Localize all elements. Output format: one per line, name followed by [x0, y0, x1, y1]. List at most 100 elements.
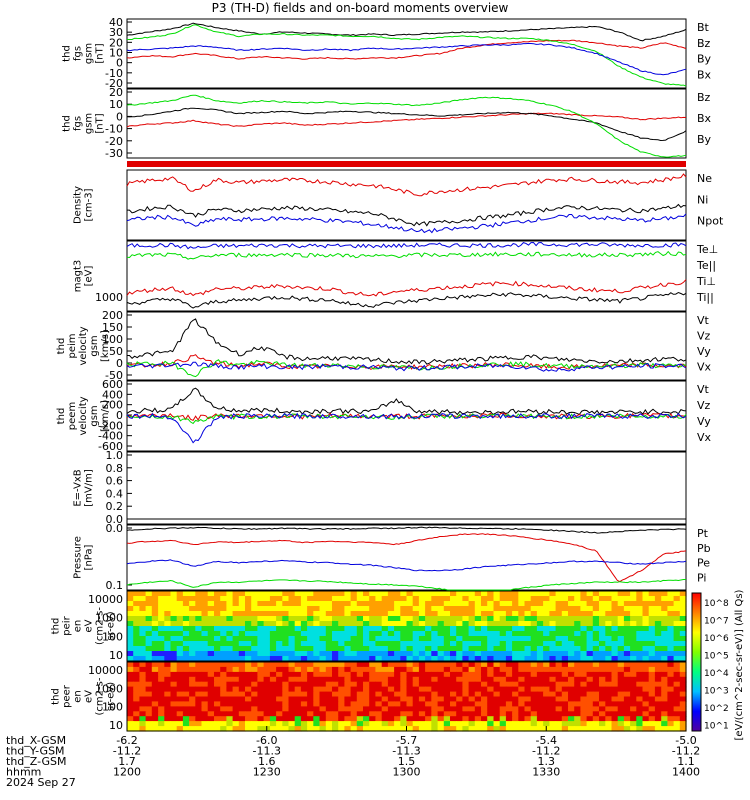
heatmap-cell — [269, 711, 277, 717]
heatmap-cell — [294, 726, 302, 732]
heatmap-cell — [350, 641, 358, 647]
heatmap-cell — [443, 611, 451, 617]
heatmap-cell — [512, 606, 519, 612]
heatmap-cell — [555, 651, 563, 657]
heatmap-cell — [276, 681, 283, 688]
heatmap-cell — [313, 631, 321, 637]
heatmap-cell — [151, 641, 159, 647]
heatmap-cell — [574, 671, 581, 678]
heatmap-cell — [505, 706, 513, 712]
heatmap-cell — [599, 626, 606, 632]
series-line-Bx — [126, 107, 687, 142]
heatmap-cell — [207, 726, 215, 732]
heatmap-cell — [338, 656, 345, 662]
heatmap-cell — [369, 591, 376, 597]
heatmap-cell — [245, 691, 252, 698]
heatmap-cell — [332, 591, 339, 597]
heatmap-cell — [679, 636, 687, 642]
heatmap-cell — [276, 606, 283, 612]
heatmap-cell — [605, 656, 613, 662]
heatmap-cell — [133, 651, 140, 657]
heatmap-cell — [170, 671, 178, 678]
heatmap-cell — [630, 662, 637, 668]
heatmap-cell — [400, 662, 408, 668]
heatmap-cell — [313, 601, 321, 607]
heatmap-cell — [623, 591, 631, 597]
ytick-label: -400 — [98, 430, 123, 443]
heatmap-cell — [555, 671, 563, 678]
heatmap-cell — [648, 601, 656, 607]
heatmap-cell — [456, 696, 463, 702]
heatmap-cell — [574, 606, 581, 612]
heatmap-cell — [151, 631, 159, 637]
heatmap-cell — [363, 616, 370, 622]
heatmap-cell — [269, 611, 277, 617]
heatmap-cell — [313, 716, 321, 722]
heatmap-cell — [201, 631, 209, 637]
heatmap-cell — [375, 651, 383, 657]
heatmap-cell — [214, 651, 221, 657]
heatmap-cell — [679, 611, 687, 617]
heatmap-cell — [127, 671, 134, 678]
heatmap-cell — [549, 601, 557, 607]
heatmap-cell — [474, 601, 482, 607]
heatmap-cell — [648, 701, 656, 707]
xaxis-row-label: hhmm — [6, 766, 41, 779]
heatmap-cell — [568, 656, 575, 662]
heatmap-cell — [505, 691, 513, 698]
heatmap-cell — [319, 716, 327, 722]
heatmap-cell — [151, 626, 159, 632]
heatmap-cell — [164, 671, 172, 678]
heatmap-cell — [226, 656, 234, 662]
heatmap-cell — [294, 691, 302, 698]
heatmap-cell — [580, 696, 588, 702]
heatmap-cell — [195, 701, 203, 707]
heatmap-cell — [294, 706, 302, 712]
heatmap-cell — [667, 691, 675, 698]
heatmap-cell — [599, 701, 606, 707]
heatmap-cell — [437, 651, 445, 657]
heatmap-cell — [300, 616, 308, 622]
heatmap-cell — [524, 662, 532, 668]
heatmap-cell — [195, 646, 203, 652]
series-line-Bz — [126, 39, 687, 60]
heatmap-cell — [406, 616, 414, 622]
heatmap-cell — [592, 671, 600, 678]
heatmap-cell — [300, 601, 308, 607]
heatmap-cell — [151, 686, 159, 693]
heatmap-cell — [561, 726, 569, 732]
heatmap-cell — [158, 636, 165, 642]
heatmap-cell — [356, 662, 364, 668]
heatmap-cell — [418, 601, 426, 607]
heatmap-cell — [300, 721, 308, 727]
heatmap-cell — [648, 616, 656, 622]
separator-bar — [127, 161, 686, 167]
heatmap-cell — [592, 596, 600, 602]
heatmap-cell — [182, 646, 190, 652]
heatmap-cell — [679, 701, 687, 707]
heatmap-cell — [481, 611, 488, 617]
heatmap-cell — [363, 676, 370, 683]
heatmap-cell — [505, 596, 513, 602]
heatmap-cell — [406, 691, 414, 698]
heatmap-cell — [133, 631, 140, 637]
heatmap-cell — [257, 606, 265, 612]
heatmap-cell — [127, 611, 134, 617]
heatmap-cell — [592, 626, 600, 632]
heatmap-cell — [456, 656, 463, 662]
heatmap-cell — [481, 626, 488, 632]
heatmap-cell — [387, 606, 395, 612]
heatmap-cell — [431, 711, 439, 717]
heatmap-cell — [654, 696, 662, 702]
heatmap-cell — [189, 706, 196, 712]
heatmap-cell — [679, 696, 687, 702]
heatmap-cell — [673, 616, 681, 622]
heatmap-cell — [400, 691, 408, 698]
heatmap-cell — [654, 591, 662, 597]
heatmap-cell — [431, 621, 439, 627]
heatmap-cell — [387, 646, 395, 652]
heatmap-cell — [344, 611, 352, 617]
heatmap-cell — [431, 631, 439, 637]
heatmap-cell — [350, 691, 358, 698]
heatmap-cell — [493, 601, 501, 607]
